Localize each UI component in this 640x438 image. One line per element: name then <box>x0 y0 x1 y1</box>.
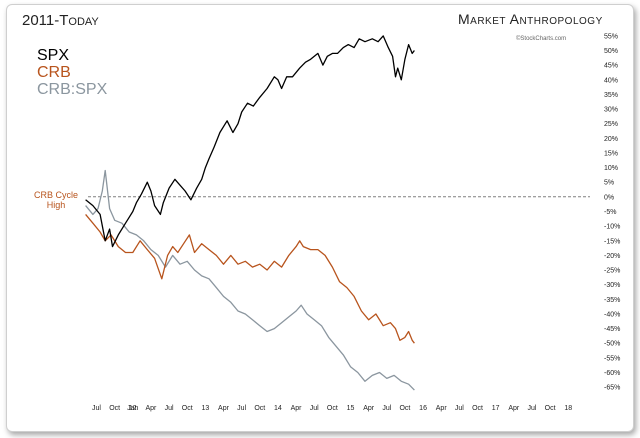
x-tick-label: Oct <box>182 405 193 412</box>
y-tick-label: -55% <box>604 355 620 362</box>
series-line-crb-spx <box>85 169 415 391</box>
x-tick-label: Jul <box>382 405 391 412</box>
y-tick-label: -25% <box>604 268 620 275</box>
x-tick-label: Jul <box>165 405 174 412</box>
x-tick-label: 14 <box>274 405 282 412</box>
series-group <box>85 35 415 391</box>
x-tick-label: Oct <box>545 405 556 412</box>
x-tick-label: Oct <box>109 405 120 412</box>
y-tick-label: -20% <box>604 253 620 260</box>
y-tick-label: 45% <box>604 63 618 70</box>
y-tick-label: 30% <box>604 107 618 114</box>
y-tick-label: -5% <box>604 209 616 216</box>
x-tick-label: Jan <box>127 405 138 412</box>
x-tick-label: Apr <box>145 405 157 412</box>
y-tick-label: 20% <box>604 136 618 143</box>
y-tick-label: -15% <box>604 238 620 245</box>
x-tick-label: Oct <box>399 405 410 412</box>
x-tick-label: 16 <box>419 405 427 412</box>
x-tick-label: Apr <box>363 405 375 412</box>
y-tick-label: 15% <box>604 150 618 157</box>
y-tick-label: 50% <box>604 48 618 55</box>
y-tick-label: -45% <box>604 326 620 333</box>
y-tick-label: -60% <box>604 370 620 377</box>
x-tick-label: Oct <box>327 405 338 412</box>
y-tick-label: -10% <box>604 224 620 231</box>
x-tick-label: 12 <box>129 405 137 412</box>
y-tick-label: 5% <box>604 180 614 187</box>
x-tick-label: 13 <box>201 405 209 412</box>
x-tick-label: Oct <box>254 405 265 412</box>
x-tick-label: Jul <box>310 405 319 412</box>
y-tick-label: 10% <box>604 165 618 172</box>
y-tick-label: -50% <box>604 341 620 348</box>
y-tick-label: 40% <box>604 77 618 84</box>
chart-title: 2011-Today <box>22 12 99 29</box>
x-tick-label: Jul <box>455 405 464 412</box>
x-tick-label: Apr <box>218 405 230 412</box>
brand-logo: Market Anthropology <box>458 11 603 27</box>
y-tick-label: 0% <box>604 194 614 201</box>
series-line-crb <box>85 213 415 344</box>
legend-item: SPX <box>37 47 69 64</box>
x-tick-label: Jul <box>92 405 101 412</box>
x-tick-label: 17 <box>492 405 500 412</box>
legend-item: CRB:SPX <box>37 81 108 98</box>
y-tick-label: -30% <box>604 282 620 289</box>
annotation-text: CRB Cycle <box>34 190 78 200</box>
x-tick-label: Jul <box>527 405 536 412</box>
y-tick-label: -35% <box>604 297 620 304</box>
legend-item: CRB <box>37 64 71 81</box>
y-tick-label: 55% <box>604 33 618 40</box>
x-tick-label: 18 <box>564 405 572 412</box>
credit-text: ©StockCharts.com <box>516 35 566 42</box>
x-tick-label: Apr <box>291 405 303 412</box>
annotation-text: High <box>47 200 66 210</box>
x-tick-label: Apr <box>508 405 520 412</box>
chart-frame <box>6 4 634 432</box>
x-tick-label: Jul <box>237 405 246 412</box>
y-tick-label: -40% <box>604 311 620 318</box>
x-tick-label: 15 <box>347 405 355 412</box>
y-axis: 55% 50% 45% 40% 35% 30% 25% 20% 15% 10% 5% 0% -5% -10… <box>604 33 620 391</box>
series-line-spx <box>85 35 415 248</box>
x-tick-label: Oct <box>472 405 483 412</box>
y-tick-label: -65% <box>604 385 620 392</box>
y-tick-label: 35% <box>604 92 618 99</box>
x-tick-label: Apr <box>436 405 448 412</box>
y-tick-label: 25% <box>604 121 618 128</box>
